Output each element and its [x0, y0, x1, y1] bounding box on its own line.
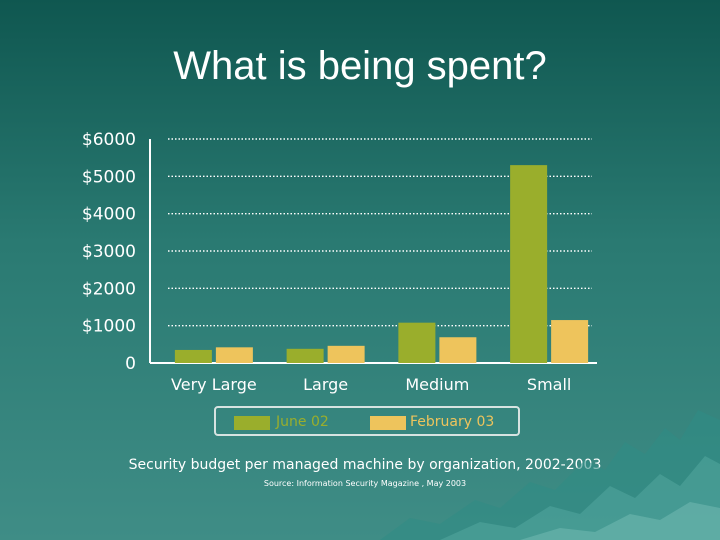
legend-swatch-june: [234, 416, 270, 430]
chart-caption: Security budget per managed machine by o…: [128, 457, 602, 473]
x-tick-label: Very Large: [171, 375, 257, 394]
y-tick-label: $5000: [82, 167, 136, 187]
chart-legend: June 02 February 03: [214, 406, 520, 436]
legend-swatch-feb: [370, 416, 406, 430]
bar-very-large-june: [174, 349, 212, 363]
y-tick-label: $3000: [82, 242, 136, 262]
bar-small-june: [510, 165, 548, 363]
mountain-decoration: [380, 410, 720, 540]
x-tick-label: Medium: [405, 375, 469, 394]
x-tick-label: Small: [527, 375, 571, 394]
y-tick-label: 0: [125, 354, 136, 374]
bar-small-feb: [551, 320, 589, 363]
source-note: Source: Information Security Magazine , …: [263, 479, 467, 488]
bar-medium-feb: [439, 337, 477, 363]
legend-label-june: June 02: [276, 414, 329, 430]
legend-label-feb: February 03: [410, 414, 495, 430]
y-tick-label: $4000: [82, 205, 136, 225]
bar-large-feb: [327, 345, 365, 363]
bar-medium-june: [398, 322, 436, 363]
slide-title: What is being spent?: [173, 44, 547, 88]
y-tick-label: $6000: [82, 130, 136, 150]
bar-large-june: [286, 348, 324, 363]
bar-very-large-feb: [215, 347, 253, 363]
y-tick-label: $1000: [82, 317, 136, 337]
x-tick-label: Large: [303, 375, 348, 394]
y-tick-label: $2000: [82, 279, 136, 299]
